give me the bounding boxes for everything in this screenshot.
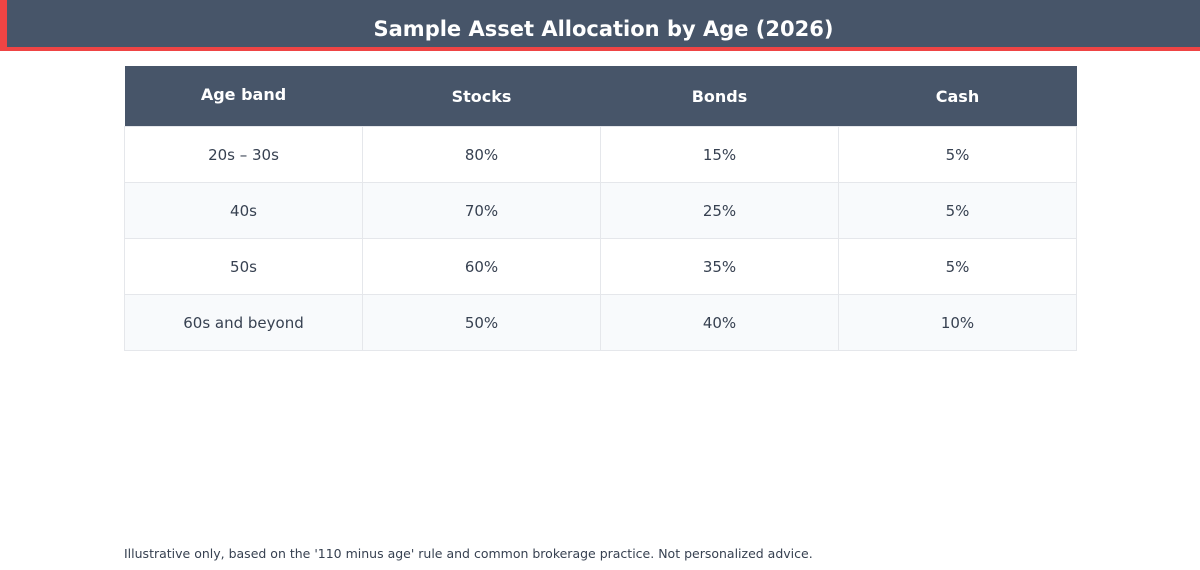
allocation-table: Age band Stocks Bonds Cash 20s – 30s 80%…	[124, 66, 1077, 351]
cell-stocks: 70%	[362, 182, 601, 239]
cell-age-band: 40s	[124, 182, 363, 239]
cell-cash: 5%	[838, 126, 1077, 183]
cell-age-band: 50s	[124, 238, 363, 295]
cell-stocks: 50%	[362, 294, 601, 351]
table-row: 50s 60% 35% 5%	[124, 238, 1077, 295]
cell-stocks: 80%	[362, 126, 601, 183]
cell-bonds: 25%	[600, 182, 839, 239]
cell-cash: 5%	[838, 182, 1077, 239]
cell-age-band: 20s – 30s	[124, 126, 363, 183]
cell-bonds: 15%	[600, 126, 839, 183]
allocation-table-container: Age band Stocks Bonds Cash 20s – 30s 80%…	[124, 66, 1077, 351]
cell-stocks: 60%	[362, 238, 601, 295]
footnote: Illustrative only, based on the '110 min…	[124, 546, 813, 561]
column-header-stocks: Stocks	[362, 66, 601, 127]
cell-bonds: 40%	[600, 294, 839, 351]
cell-bonds: 35%	[600, 238, 839, 295]
page-title: Sample Asset Allocation by Age (2026)	[373, 17, 834, 41]
table-row: 40s 70% 25% 5%	[124, 182, 1077, 239]
table-header-row: Age band Stocks Bonds Cash	[124, 66, 1077, 127]
column-header-age-band: Age band	[124, 66, 363, 127]
cell-cash: 10%	[838, 294, 1077, 351]
title-banner: Sample Asset Allocation by Age (2026)	[0, 0, 1200, 51]
cell-age-band: 60s and beyond	[124, 294, 363, 351]
column-header-bonds: Bonds	[600, 66, 839, 127]
table-row: 20s – 30s 80% 15% 5%	[124, 126, 1077, 183]
column-header-cash: Cash	[838, 66, 1077, 127]
table-row: 60s and beyond 50% 40% 10%	[124, 294, 1077, 351]
cell-cash: 5%	[838, 238, 1077, 295]
